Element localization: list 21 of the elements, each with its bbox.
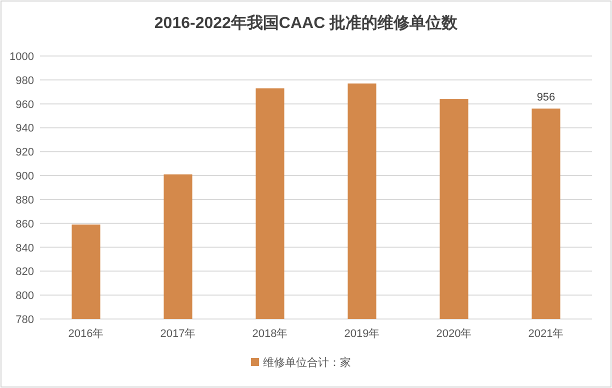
x-tick-label: 2019年 bbox=[344, 328, 380, 340]
y-tick-label: 820 bbox=[16, 266, 34, 278]
x-tick-label: 2017年 bbox=[160, 328, 196, 340]
x-tick-label: 2018年 bbox=[252, 328, 288, 340]
y-tick-label: 840 bbox=[16, 242, 34, 254]
y-tick-label: 880 bbox=[16, 194, 34, 206]
legend-label: 维修单位合计：家 bbox=[263, 356, 351, 369]
y-tick-label: 800 bbox=[16, 290, 34, 302]
y-tick-label: 960 bbox=[16, 98, 34, 111]
y-tick-label: 900 bbox=[16, 170, 34, 183]
x-tick-label: 2020年 bbox=[436, 328, 472, 340]
x-tick-label: 2016年 bbox=[68, 328, 104, 340]
y-tick-label: 1000 bbox=[10, 51, 34, 63]
y-tick-label: 920 bbox=[16, 146, 34, 159]
y-tick-label: 780 bbox=[16, 314, 34, 326]
data-label: 956 bbox=[536, 92, 556, 104]
y-tick-label: 980 bbox=[16, 74, 34, 87]
x-tick-label: 2021年 bbox=[528, 328, 564, 340]
y-tick-label: 860 bbox=[16, 218, 34, 230]
y-tick-label: 940 bbox=[16, 122, 34, 135]
chart-title: 2016-2022年我国CAAC 批准的维修单位数 bbox=[154, 14, 459, 32]
